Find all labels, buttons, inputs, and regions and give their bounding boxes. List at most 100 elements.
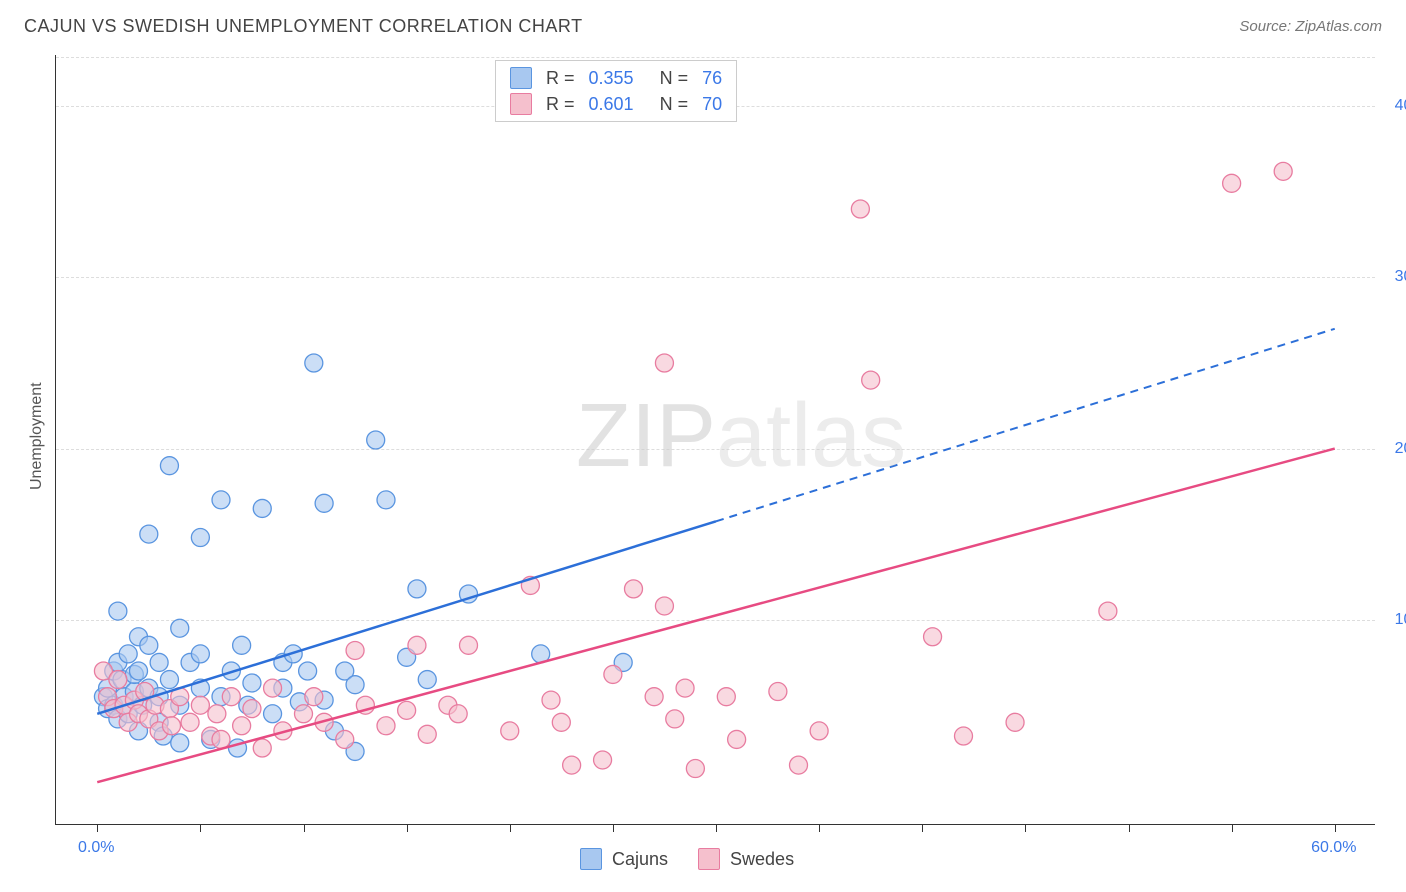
x-tick bbox=[1129, 824, 1130, 832]
legend-stat-row: R =0.601N =70 bbox=[510, 93, 722, 115]
legend-stats-box: R =0.355N =76R =0.601N =70 bbox=[495, 60, 737, 122]
trend-line-dashed bbox=[716, 329, 1335, 522]
data-point bbox=[408, 636, 426, 654]
legend-series-label: Swedes bbox=[730, 849, 794, 870]
data-point bbox=[460, 636, 478, 654]
x-tick bbox=[922, 824, 923, 832]
legend-n-label: N = bbox=[660, 68, 689, 89]
data-point bbox=[418, 671, 436, 689]
chart-title: CAJUN VS SWEDISH UNEMPLOYMENT CORRELATIO… bbox=[24, 16, 583, 37]
data-point bbox=[408, 580, 426, 598]
x-tick bbox=[407, 824, 408, 832]
legend-r-value: 0.355 bbox=[589, 68, 634, 89]
legend-series-label: Cajuns bbox=[612, 849, 668, 870]
data-point bbox=[790, 756, 808, 774]
x-tick bbox=[510, 824, 511, 832]
x-tick bbox=[200, 824, 201, 832]
legend-swatch bbox=[510, 93, 532, 115]
data-point bbox=[163, 717, 181, 735]
data-point bbox=[501, 722, 519, 740]
data-point bbox=[769, 683, 787, 701]
data-point bbox=[191, 645, 209, 663]
chart-source: Source: ZipAtlas.com bbox=[1239, 18, 1382, 35]
legend-n-value: 76 bbox=[702, 68, 722, 89]
data-point bbox=[299, 662, 317, 680]
trend-line bbox=[97, 449, 1335, 783]
data-point bbox=[625, 580, 643, 598]
legend-swatch bbox=[698, 848, 720, 870]
data-point bbox=[233, 717, 251, 735]
y-tick-label: 40.0% bbox=[1395, 97, 1406, 115]
data-point bbox=[862, 371, 880, 389]
data-point bbox=[150, 653, 168, 671]
legend-series-item: Cajuns bbox=[580, 848, 668, 870]
data-point bbox=[810, 722, 828, 740]
data-point bbox=[171, 619, 189, 637]
legend-stat-row: R = 0.355 N = 76 bbox=[510, 67, 722, 89]
data-point bbox=[264, 705, 282, 723]
data-point bbox=[160, 671, 178, 689]
legend-swatch bbox=[510, 67, 532, 89]
data-point bbox=[594, 751, 612, 769]
data-point bbox=[109, 671, 127, 689]
data-point bbox=[542, 691, 560, 709]
y-axis-label: Unemployment bbox=[28, 382, 46, 490]
data-point bbox=[208, 705, 226, 723]
x-tick-label: 0.0% bbox=[78, 839, 114, 857]
data-point bbox=[346, 641, 364, 659]
data-point bbox=[676, 679, 694, 697]
data-point bbox=[233, 636, 251, 654]
legend-r-label: R = bbox=[546, 68, 575, 89]
source-label: Source: bbox=[1239, 18, 1291, 35]
data-point bbox=[686, 760, 704, 778]
data-point bbox=[243, 674, 261, 692]
data-point bbox=[160, 457, 178, 475]
data-point bbox=[851, 200, 869, 218]
data-point bbox=[655, 354, 673, 372]
data-point bbox=[418, 725, 436, 743]
data-point bbox=[191, 529, 209, 547]
data-point bbox=[119, 645, 137, 663]
y-tick-label: 30.0% bbox=[1395, 268, 1406, 286]
data-point bbox=[130, 662, 148, 680]
legend-n-value: 70 bbox=[702, 94, 722, 115]
x-tick bbox=[613, 824, 614, 832]
chart-header: CAJUN VS SWEDISH UNEMPLOYMENT CORRELATIO… bbox=[0, 0, 1406, 45]
data-point bbox=[955, 727, 973, 745]
data-point bbox=[264, 679, 282, 697]
data-point bbox=[243, 700, 261, 718]
x-tick bbox=[716, 824, 717, 832]
data-point bbox=[140, 525, 158, 543]
data-point bbox=[563, 756, 581, 774]
data-point bbox=[253, 739, 271, 757]
data-point bbox=[604, 665, 622, 683]
data-point bbox=[1006, 713, 1024, 731]
x-tick-label: 60.0% bbox=[1311, 839, 1356, 857]
legend-r-label: R = bbox=[546, 94, 575, 115]
data-point bbox=[717, 688, 735, 706]
trend-line bbox=[97, 521, 716, 714]
data-point bbox=[398, 701, 416, 719]
legend-series-item: Swedes bbox=[698, 848, 794, 870]
legend-r-value: 0.601 bbox=[589, 94, 634, 115]
data-point bbox=[140, 636, 158, 654]
data-point bbox=[336, 730, 354, 748]
x-tick bbox=[1232, 824, 1233, 832]
x-tick bbox=[97, 824, 98, 832]
data-point bbox=[212, 491, 230, 509]
data-point bbox=[191, 696, 209, 714]
y-tick-label: 10.0% bbox=[1395, 611, 1406, 629]
data-point bbox=[181, 713, 199, 731]
x-tick bbox=[304, 824, 305, 832]
legend-swatch bbox=[580, 848, 602, 870]
source-value: ZipAtlas.com bbox=[1295, 18, 1382, 35]
data-point bbox=[171, 734, 189, 752]
scatter-svg bbox=[56, 55, 1376, 825]
data-point bbox=[655, 597, 673, 615]
data-point bbox=[449, 705, 467, 723]
data-point bbox=[315, 494, 333, 512]
data-point bbox=[645, 688, 663, 706]
data-point bbox=[109, 602, 127, 620]
data-point bbox=[295, 705, 313, 723]
data-point bbox=[728, 730, 746, 748]
